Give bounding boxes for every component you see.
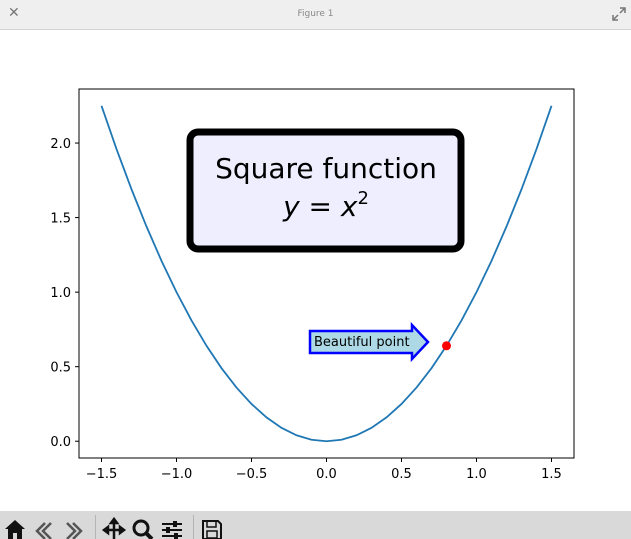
title-bar: ✕ Figure 1 xyxy=(0,0,631,30)
formula-title: Square function xyxy=(215,152,437,185)
x-tick-label: 1.0 xyxy=(466,467,487,482)
y-tick-label: 0.0 xyxy=(50,435,71,450)
highlight-point xyxy=(442,341,451,351)
zoom-icon[interactable] xyxy=(130,515,156,539)
series-line xyxy=(100,105,553,443)
back-icon[interactable] xyxy=(31,515,57,539)
maximize-icon[interactable] xyxy=(611,6,627,22)
formula-box xyxy=(186,128,465,253)
close-icon[interactable]: ✕ xyxy=(8,5,20,21)
pan-icon[interactable] xyxy=(101,515,127,539)
annotation-arrow xyxy=(308,321,430,363)
x-tick-label: 0.5 xyxy=(391,467,412,482)
x-tick-label: 1.5 xyxy=(541,467,562,482)
formula-equation: y = x2 xyxy=(282,188,369,223)
x-tick-label: −1.0 xyxy=(161,467,193,482)
x-tick-label: −1.5 xyxy=(86,467,118,482)
configure-icon[interactable] xyxy=(159,515,185,539)
chart: −1.5 −1.0 −0.5 0.0 0.5 1.0 1.5 0.0 0.5 1.0 1.5 2.0… xyxy=(50,88,575,482)
x-tick-label: 0.0 xyxy=(316,467,337,482)
home-icon[interactable] xyxy=(2,515,28,539)
toolbar-separator xyxy=(193,515,194,539)
toolbar-separator xyxy=(95,515,96,539)
annotation-text: Beautiful point xyxy=(314,335,410,350)
save-icon[interactable] xyxy=(199,515,225,539)
window-title: Figure 1 xyxy=(297,9,334,19)
toolbar xyxy=(0,511,631,539)
y-tick-label: 0.5 xyxy=(50,361,71,376)
forward-icon[interactable] xyxy=(61,515,87,539)
y-tick-label: 2.0 xyxy=(50,137,71,152)
y-tick-label: 1.5 xyxy=(50,212,71,227)
x-tick-label: −0.5 xyxy=(236,467,268,482)
y-tick-label: 1.0 xyxy=(50,286,71,301)
